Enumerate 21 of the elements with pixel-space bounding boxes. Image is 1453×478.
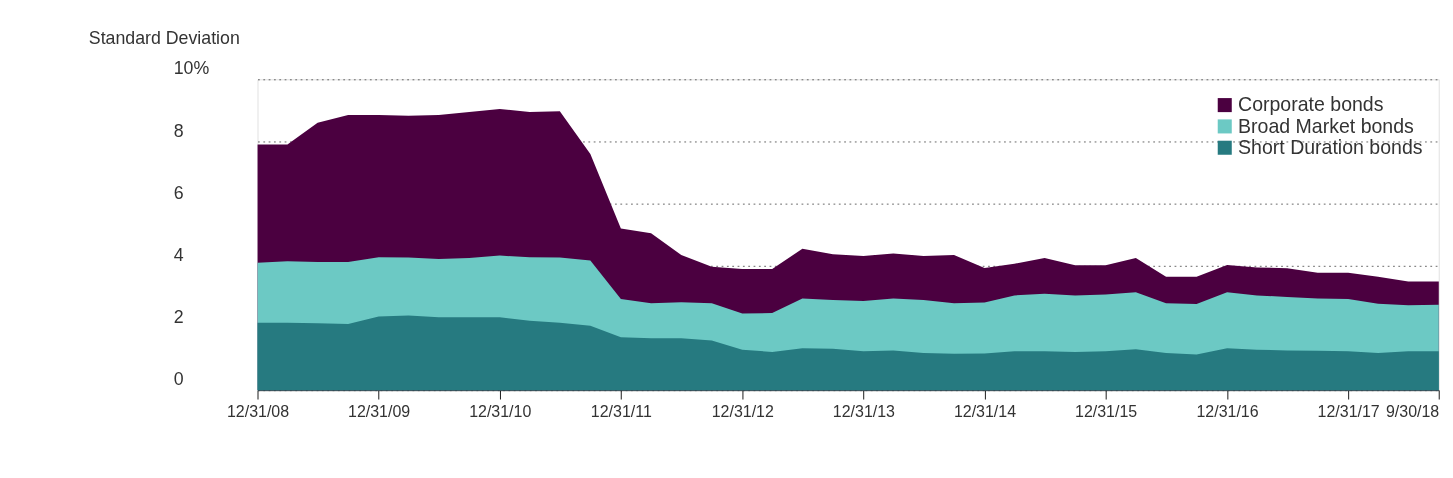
x-tick-label: 12/31/08 xyxy=(226,403,290,421)
legend-label: Short Duration bonds xyxy=(1238,135,1423,158)
x-tick-label: 12/31/10 xyxy=(469,403,532,421)
y-tick-label: 6 xyxy=(173,182,184,203)
y-tick-label: 8 xyxy=(173,120,184,141)
legend-label: Broad Market bonds xyxy=(1238,114,1415,137)
y-tick-label: 2 xyxy=(173,307,184,328)
x-tick-label: 12/31/16 xyxy=(1196,403,1259,421)
x-tick-label: 12/31/11 xyxy=(590,403,652,421)
x-tick-label: 12/31/12 xyxy=(711,403,774,421)
legend-label: Corporate bonds xyxy=(1238,93,1384,116)
y-tick-label: 10% xyxy=(173,58,210,79)
x-tick-label: 12/31/15 xyxy=(1075,403,1138,421)
x-tick-label: 12/31/14 xyxy=(953,403,1017,421)
y-tick-label: 4 xyxy=(173,244,184,265)
x-tick-label: 9/30/18 xyxy=(1385,403,1440,421)
x-tick-label: 12/31/13 xyxy=(832,403,896,421)
y-tick-label: 0 xyxy=(173,369,184,390)
x-tick-label: 12/31/17 xyxy=(1317,403,1380,421)
x-tick-label: 12/31/09 xyxy=(348,403,411,421)
y-axis-title: Standard Deviation xyxy=(88,27,240,48)
